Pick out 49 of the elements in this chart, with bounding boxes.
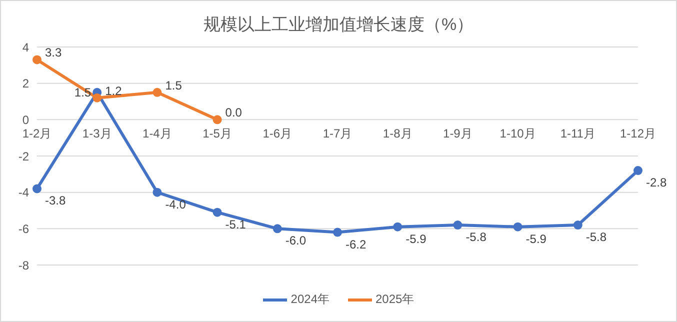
data-label: -6.0	[285, 234, 306, 248]
y-tick-label: 4	[22, 40, 30, 54]
data-label: 1.2	[105, 84, 122, 98]
y-tick-label: -2	[18, 149, 30, 164]
point	[333, 228, 342, 237]
data-label: -5.8	[466, 230, 487, 244]
legend-label: 2025年	[376, 291, 414, 308]
data-label: -6.2	[346, 237, 367, 252]
data-label: -5.8	[586, 230, 607, 244]
point	[92, 93, 102, 102]
data-label: -5.9	[406, 232, 427, 246]
point	[32, 184, 42, 194]
x-tick-label: 1-8月	[382, 126, 412, 141]
point	[513, 222, 522, 232]
data-label: 1.5	[165, 78, 182, 92]
y-tick-label: 2	[22, 76, 30, 91]
point	[152, 88, 162, 97]
point	[393, 222, 402, 232]
y-tick-label: -6	[18, 222, 30, 236]
x-tick-label: 1-11月	[560, 126, 596, 141]
y-tick-label: -8	[18, 258, 30, 272]
x-tick-label: 1-4月	[142, 126, 172, 141]
data-label: 3.3	[45, 46, 62, 60]
x-tick-label: 1-5月	[202, 126, 232, 141]
x-tick-label: 1-6月	[262, 126, 292, 141]
point	[212, 115, 222, 124]
x-tick-label: 1-10月	[500, 126, 536, 141]
data-label: -4.0	[165, 197, 186, 212]
point	[272, 224, 282, 234]
x-tick-label: 1-9月	[443, 126, 472, 141]
y-tick-label: -4	[18, 186, 30, 200]
point	[212, 208, 222, 217]
chart-title: 规模以上工业增加值增长速度（%）	[202, 14, 475, 35]
x-tick-label: 1-2月	[22, 126, 52, 141]
point	[573, 220, 582, 230]
data-label: -2.8	[646, 176, 668, 190]
y-tick-label: 0	[22, 112, 30, 127]
data-label: -5.1	[225, 217, 246, 232]
point	[152, 188, 162, 197]
data-label: -3.8	[45, 194, 66, 208]
point	[634, 166, 642, 176]
legend-label: 2024年	[290, 291, 330, 308]
point	[32, 55, 42, 64]
x-tick-label: 1-3月	[82, 126, 112, 141]
data-label: -5.9	[526, 232, 547, 246]
x-tick-label: 1-7月	[322, 126, 352, 141]
data-label: 0.0	[225, 106, 242, 120]
x-tick-label: 1-12月	[620, 126, 656, 141]
point	[453, 220, 462, 230]
